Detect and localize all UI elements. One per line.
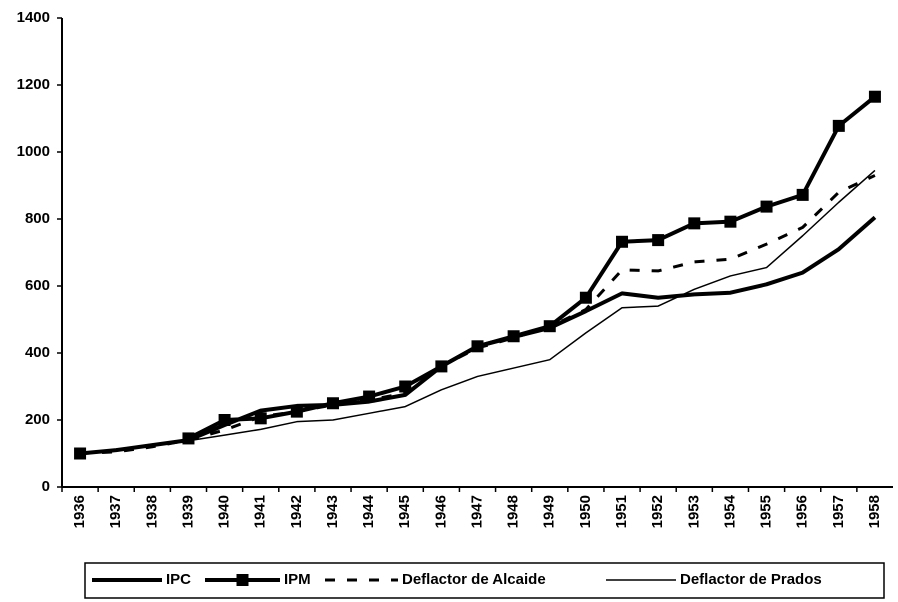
series-line <box>187 95 877 441</box>
y-tick-label: 1400 <box>17 9 50 26</box>
legend-label: IPC <box>166 571 191 588</box>
point-marker <box>616 235 629 248</box>
y-tick-label: 1200 <box>17 76 50 93</box>
point-marker <box>290 405 303 418</box>
x-tick-label: 1956 <box>794 495 811 528</box>
legend-label: Deflactor de Prados <box>680 571 822 588</box>
x-tick-label: 1943 <box>324 495 341 528</box>
point-marker <box>182 432 195 445</box>
x-tick-label: 1940 <box>216 495 233 528</box>
x-tick-label: 1958 <box>866 495 883 528</box>
legend-marker <box>236 574 249 586</box>
point-marker <box>435 360 448 373</box>
x-tick-label: 1955 <box>758 495 775 528</box>
x-tick-label: 1945 <box>396 495 413 528</box>
legend-label: IPM <box>284 571 311 588</box>
y-tick-label: 800 <box>25 210 50 227</box>
point-marker <box>832 119 845 132</box>
legend-label: Deflactor de Alcaide <box>402 571 546 588</box>
y-tick-label: 400 <box>25 344 50 361</box>
x-tick-label: 1936 <box>71 495 88 528</box>
x-tick-label: 1950 <box>577 495 594 528</box>
y-tick-label: 600 <box>25 277 50 294</box>
point-marker <box>399 380 412 393</box>
x-tick-label: 1949 <box>541 495 558 528</box>
point-marker <box>218 414 231 426</box>
y-tick-label: 0 <box>42 478 50 495</box>
x-tick-label: 1938 <box>143 495 160 528</box>
x-tick-label: 1942 <box>288 495 305 528</box>
x-tick-label: 1946 <box>432 495 449 528</box>
point-marker <box>688 217 701 230</box>
series-line <box>79 215 877 456</box>
y-tick-label: 200 <box>25 411 50 428</box>
x-tick-label: 1954 <box>721 494 738 528</box>
point-marker <box>652 234 665 247</box>
point-marker <box>796 188 809 201</box>
series-line <box>79 169 876 455</box>
y-tick-label: 1000 <box>17 143 50 160</box>
point-marker <box>74 447 87 460</box>
x-tick-label: 1947 <box>468 495 485 528</box>
point-marker <box>543 320 556 333</box>
series-line <box>79 174 876 455</box>
point-marker <box>579 291 592 304</box>
point-marker <box>507 330 520 343</box>
legend-box <box>84 562 885 599</box>
point-marker <box>363 390 376 403</box>
point-marker <box>868 90 881 103</box>
point-marker <box>471 340 484 353</box>
x-tick-label: 1941 <box>252 495 269 528</box>
point-marker <box>724 215 737 228</box>
x-tick-label: 1953 <box>685 495 702 528</box>
x-tick-label: 1937 <box>107 495 124 528</box>
x-tick-label: 1951 <box>613 495 630 528</box>
point-marker <box>326 397 339 410</box>
point-marker <box>254 412 267 425</box>
point-marker <box>760 200 773 213</box>
x-tick-label: 1952 <box>649 495 666 528</box>
x-tick-label: 1957 <box>830 495 847 528</box>
x-tick-label: 1944 <box>360 494 377 528</box>
x-tick-label: 1948 <box>505 495 522 528</box>
x-tick-label: 1939 <box>179 495 196 528</box>
